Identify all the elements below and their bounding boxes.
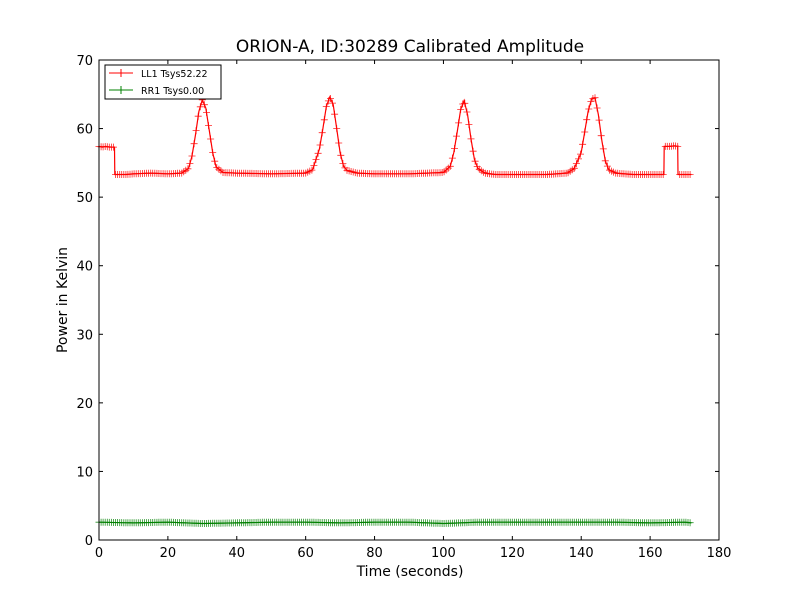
x-tick-label: 0 bbox=[95, 546, 103, 561]
series-ll1 bbox=[95, 94, 694, 178]
x-tick-label: 120 bbox=[500, 546, 525, 561]
legend-marker-ll1 bbox=[117, 69, 125, 77]
x-tick-label: 60 bbox=[297, 546, 314, 561]
x-tick-label: 40 bbox=[229, 546, 246, 561]
series-markers bbox=[95, 94, 694, 178]
chart-title: ORION-A, ID:30289 Calibrated Amplitude bbox=[236, 37, 584, 57]
y-tick-label: 10 bbox=[76, 465, 93, 480]
x-axis: 0 20 40 60 80 100 120 140 160 180 bbox=[95, 60, 732, 561]
y-tick-label: 60 bbox=[76, 123, 93, 138]
plot-data bbox=[95, 94, 694, 527]
y-tick-label: 0 bbox=[85, 534, 93, 549]
legend: LL1 Tsys52.22 RR1 Tsys0.00 bbox=[104, 64, 222, 100]
legend-label-rr1: RR1 Tsys0.00 bbox=[141, 86, 204, 97]
y-axis-title: Power in Kelvin bbox=[55, 247, 71, 353]
legend-box bbox=[104, 64, 222, 100]
x-tick-label: 140 bbox=[569, 546, 594, 561]
x-tick-label: 180 bbox=[707, 546, 732, 561]
x-tick-label: 80 bbox=[366, 546, 383, 561]
legend-item-rr1: RR1 Tsys0.00 bbox=[109, 86, 204, 97]
series-rr1 bbox=[95, 518, 694, 527]
y-tick-label: 40 bbox=[76, 260, 93, 275]
x-axis-title: Time (seconds) bbox=[356, 564, 464, 580]
x-tick-label: 20 bbox=[160, 546, 177, 561]
y-tick-label: 20 bbox=[76, 397, 93, 412]
legend-label-ll1: LL1 Tsys52.22 bbox=[141, 69, 208, 80]
x-tick-label: 160 bbox=[638, 546, 663, 561]
x-tick-label: 100 bbox=[431, 546, 456, 561]
series-line bbox=[98, 521, 692, 525]
y-tick-label: 50 bbox=[76, 191, 93, 206]
series-line bbox=[98, 95, 692, 176]
plot-area-frame bbox=[98, 59, 720, 541]
y-axis: 0 10 20 30 40 50 60 70 bbox=[76, 54, 719, 549]
legend-item-ll1: LL1 Tsys52.22 bbox=[109, 69, 208, 80]
legend-marker-rr1 bbox=[117, 86, 125, 94]
y-tick-label: 30 bbox=[76, 328, 93, 343]
y-tick-label: 70 bbox=[76, 54, 93, 69]
